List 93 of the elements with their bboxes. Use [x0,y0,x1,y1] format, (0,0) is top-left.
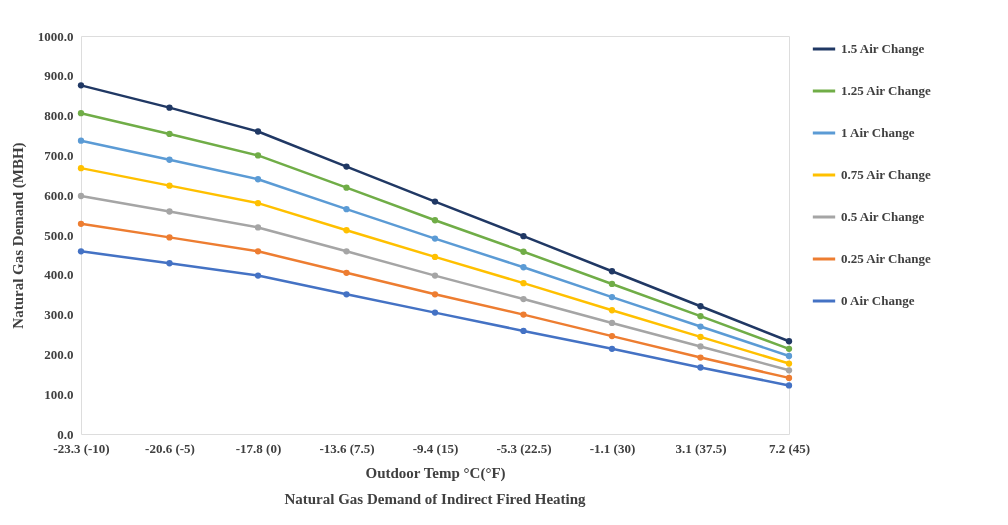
legend-label: 0.5 Air Change [841,209,925,224]
point [697,303,704,310]
point [254,224,262,231]
point [343,184,350,191]
point [343,291,350,298]
point [608,293,616,301]
legend-label: 0.75 Air Change [841,167,931,182]
y-tick-label: 700.0 [44,147,74,163]
point [785,345,793,352]
y-tick-label: 400.0 [44,267,74,283]
point [785,352,793,360]
point [343,163,350,170]
point [254,176,262,183]
y-tick-label: 800.0 [44,108,74,124]
legend-label: 1 Air Change [841,125,915,140]
point [785,360,793,367]
point [166,260,173,267]
legend-label: 1.25 Air Change [841,83,931,98]
point [785,338,793,345]
x-tick-label: -1.1 (30) [589,440,636,456]
point [343,205,350,213]
point [608,319,616,327]
point [520,280,527,287]
y-tick-label: 600.0 [44,187,74,203]
x-tick-label: 7.2 (45) [768,440,811,456]
point [520,264,527,271]
x-tick-label: -23.3 (-10) [53,440,110,456]
point [608,268,616,275]
point [431,309,439,316]
y-tick-label: 200.0 [44,346,74,362]
x-axis-title: Outdoor Temp °C(°F) [365,464,506,482]
point [697,313,704,320]
point [77,248,85,255]
y-axis-title: Natural Gas Demand (MBH) [9,142,27,329]
y-tick-label: 100.0 [44,386,74,402]
point [254,248,262,255]
point [254,128,262,135]
point [431,291,439,298]
legend-label: 0.25 Air Change [841,251,931,266]
x-tick-label: -17.8 (0) [235,440,282,456]
x-tick-label: 3.1 (37.5) [675,440,727,456]
point [254,200,262,207]
x-tick-label: -9.4 (15) [412,440,459,456]
y-tick-label: 1000.0 [37,28,74,44]
point [520,233,527,240]
point [608,332,616,340]
point [77,192,85,200]
point [77,137,85,144]
y-tick-label: 0.0 [57,426,74,442]
point [608,280,616,288]
point [77,164,85,172]
point [343,227,350,234]
point [166,208,173,215]
point [608,345,616,352]
x-tick-label: -13.6 (7.5) [319,440,375,456]
point [431,198,439,205]
point [520,327,527,335]
point [166,156,173,163]
point [254,152,262,159]
point [166,104,173,111]
point [77,82,85,89]
point [431,217,439,224]
point [697,364,704,371]
point [697,323,704,330]
point [520,295,527,303]
point [166,234,173,241]
legend-label: 1.5 Air Change [841,41,925,56]
point [431,235,439,242]
point [608,307,616,314]
point [77,220,85,228]
y-tick-label: 900.0 [44,68,74,84]
point [166,130,173,138]
point [785,374,793,382]
y-tick-label: 500.0 [44,227,74,243]
point [343,269,350,276]
legend-label: 0 Air Change [841,293,915,308]
text: Natural Gas Demand of Indirect Fired Heating [284,491,587,507]
point [697,354,704,361]
x-tick-label: -5.3 (22.5) [496,440,552,456]
point [520,248,527,255]
point [431,272,439,279]
point [785,382,793,389]
point [431,253,439,261]
point [77,110,85,117]
point [520,311,527,318]
point [785,367,793,374]
point [697,333,704,341]
x-tick-label: -20.6 (-5) [145,440,195,456]
point [697,343,704,350]
point [166,182,173,189]
point [343,248,350,255]
point [254,272,262,279]
y-tick-label: 300.0 [44,307,74,323]
